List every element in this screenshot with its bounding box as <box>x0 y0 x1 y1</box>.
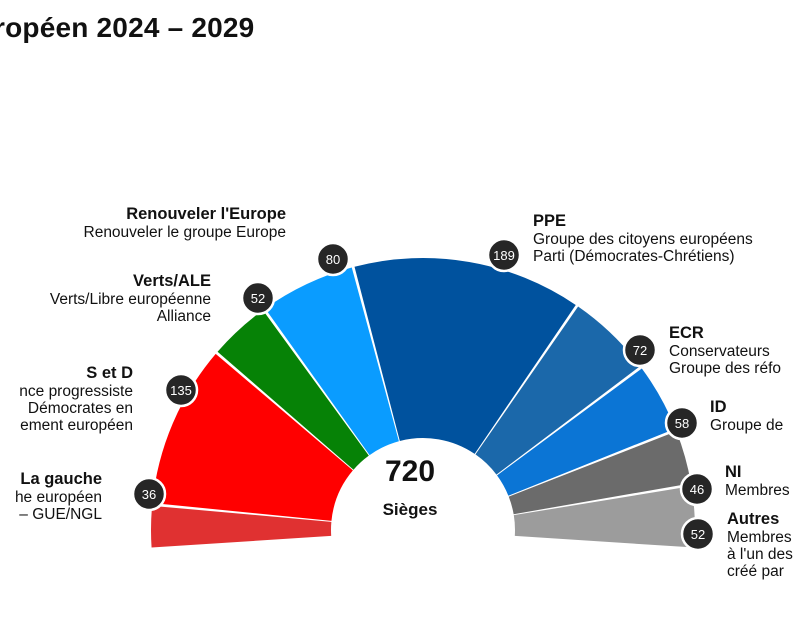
group-desc-sd: Démocrates en <box>27 400 133 417</box>
group-name-autres: Autres <box>727 510 780 528</box>
total-seats-label: Sièges <box>382 500 438 519</box>
seat-count-ppe: 189 <box>493 248 515 263</box>
seat-count-verts: 52 <box>251 291 265 306</box>
group-name-ppe: PPE <box>533 212 567 230</box>
seat-count-gauche: 36 <box>142 487 156 502</box>
seat-badge-autres: 52 <box>680 516 716 552</box>
seat-badge-sd: 135 <box>163 372 199 408</box>
seat-badge-id: 58 <box>664 405 700 441</box>
group-desc-renew: Renouveler le groupe Europe <box>83 224 287 241</box>
seat-badge-renew: 80 <box>315 241 351 277</box>
group-desc-verts: Verts/Libre européenne <box>49 291 211 308</box>
seat-count-ecr: 72 <box>633 343 647 358</box>
group-desc-autres: Membres <box>727 529 792 546</box>
group-label-gauche: La gauche he européen – GUE/NGL <box>15 470 102 523</box>
segment-ppe <box>354 258 576 454</box>
total-seats: 720 <box>384 455 436 488</box>
segment-sd <box>152 353 353 521</box>
seat-count-ni: 46 <box>690 482 704 497</box>
group-desc-autres: créé par <box>727 563 784 580</box>
seat-count-renew: 80 <box>326 252 340 267</box>
group-desc-ecr: Conservateurs <box>669 343 770 360</box>
seat-badge-verts: 52 <box>240 280 276 316</box>
segment-ni <box>508 431 691 515</box>
segment-renew <box>265 267 399 456</box>
seat-count-sd: 135 <box>170 383 192 398</box>
group-desc-verts: Alliance <box>156 308 211 325</box>
group-label-id: ID Groupe de <box>710 398 783 434</box>
group-label-ppe: PPE Groupe des citoyens européens Parti (D… <box>533 212 753 265</box>
seat-badge-ni: 46 <box>679 471 715 507</box>
segment-autres <box>513 486 695 548</box>
group-desc-id: Groupe de <box>710 417 784 434</box>
segment-ecr <box>475 306 641 475</box>
seat-count-autres: 52 <box>691 527 705 542</box>
group-name-ni: NI <box>725 463 742 481</box>
group-desc-sd: ement européen <box>20 417 133 434</box>
group-name-sd: S et D <box>86 364 133 382</box>
segment-gauche <box>151 505 332 548</box>
seat-count-id: 58 <box>675 416 689 431</box>
group-label-verts: Verts/ALE Verts/Libre européenne Alliance <box>50 272 211 325</box>
group-name-ecr: ECR <box>669 324 704 342</box>
group-desc-gauche: – GUE/NGL <box>19 506 102 523</box>
group-desc-ecr: Groupe des réfo <box>669 360 782 377</box>
seat-badge-gauche: 36 <box>131 476 167 512</box>
group-name-gauche: La gauche <box>20 470 102 488</box>
group-desc-ni: Membres <box>725 482 790 499</box>
seat-badge-ppe: 189 <box>486 237 522 273</box>
group-label-ni: NI Membres <box>725 463 790 499</box>
group-desc-sd: nce progressiste <box>19 383 133 400</box>
group-desc-autres: à l'un des <box>727 546 793 563</box>
group-desc-gauche: he européen <box>14 489 102 506</box>
group-desc-ppe: Groupe des citoyens européens <box>533 231 753 248</box>
group-name-id: ID <box>710 398 727 416</box>
segment-verts <box>217 310 369 470</box>
chart-title: ropéen 2024 – 2029 <box>0 12 255 43</box>
segment-id <box>497 368 676 496</box>
group-label-ecr: ECR Conservateurs Groupe des réfo <box>669 324 781 377</box>
seat-badge-ecr: 72 <box>622 332 658 368</box>
group-name-verts: Verts/ALE <box>133 272 211 290</box>
group-label-renew: Renouveler l'Europe Renouveler le groupe … <box>84 205 287 241</box>
group-desc-ppe: Parti (Démocrates-Chrétiens) <box>533 248 735 265</box>
group-label-autres: Autres Membres à l'un des créé par <box>727 510 793 580</box>
group-name-renew: Renouveler l'Europe <box>126 205 286 223</box>
